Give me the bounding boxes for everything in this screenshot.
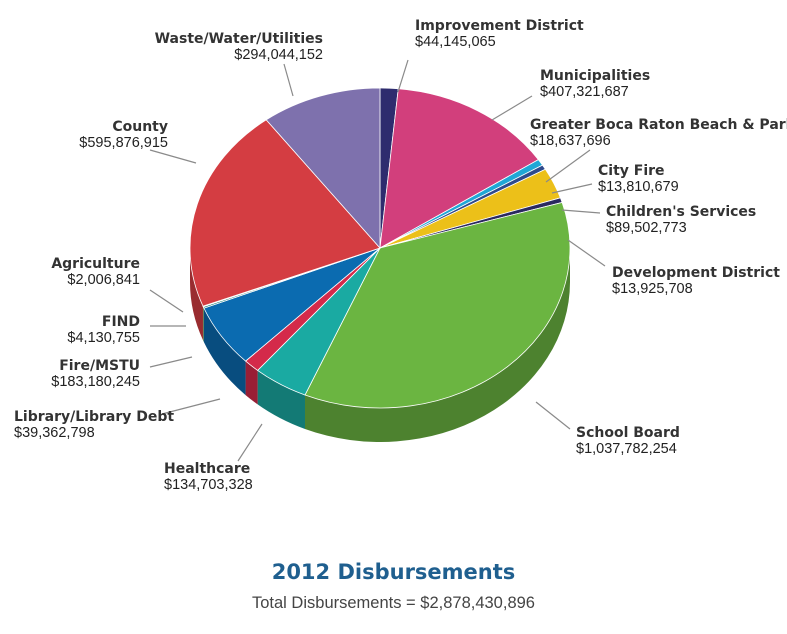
leader-line: [551, 183, 593, 194]
label-municipalities: Municipalities$407,321,687: [491, 68, 650, 121]
slice-value: $89,502,773: [606, 220, 687, 236]
chart-title: 2012 Disbursements: [271, 560, 516, 584]
label-county: County$595,876,915: [79, 119, 197, 164]
label-city-fire: City Fire$13,810,679: [551, 163, 679, 195]
leader-line: [283, 63, 294, 97]
slice-name: Municipalities: [540, 68, 650, 84]
pie-side-walls: [190, 248, 570, 442]
leader-line: [149, 356, 193, 368]
slice-value: $39,362,798: [14, 425, 95, 441]
slice-value: $44,145,065: [415, 34, 496, 50]
chart-subtitle: Total Disbursements = $2,878,430,896: [252, 594, 535, 612]
pie-slices: [189, 87, 571, 409]
label-agriculture: Agriculture$2,006,841: [51, 256, 184, 313]
slice-value: $294,044,152: [234, 47, 323, 63]
label-waste-water-utilities: Waste/Water/Utilities$294,044,152: [155, 31, 323, 97]
leader-line: [567, 239, 606, 267]
slice-value: $134,703,328: [164, 477, 253, 493]
slice-name: Improvement District: [415, 18, 584, 34]
leader-line: [397, 59, 409, 93]
slice-value: $407,321,687: [540, 84, 629, 100]
leader-line: [161, 398, 221, 415]
slice-name: FIND: [102, 314, 140, 330]
slice-name: Fire/MSTU: [59, 358, 140, 374]
slice-value: $595,876,915: [79, 135, 168, 151]
label-development-district: Development District$13,925,708: [567, 239, 780, 297]
slice-value: $13,810,679: [598, 179, 679, 195]
slice-value: $13,925,708: [612, 281, 693, 297]
side-fire-mstu: [203, 308, 246, 396]
slice-name: City Fire: [598, 163, 665, 179]
leader-line: [545, 149, 591, 183]
slice-county: [189, 119, 381, 307]
slice-value: $1,037,782,254: [576, 441, 677, 457]
slice-value: $183,180,245: [51, 374, 140, 390]
slice-name: County: [112, 119, 168, 135]
label-healthcare: Healthcare$134,703,328: [164, 423, 263, 493]
leader-line: [491, 95, 533, 121]
side-library-library-debt: [245, 361, 258, 405]
slice-labels: Improvement District$44,145,065Municipal…: [14, 18, 787, 493]
slice-school-board: [304, 201, 571, 409]
slice-name: Library/Library Debt: [14, 409, 174, 425]
leader-line: [237, 423, 263, 462]
leader-line: [149, 289, 184, 313]
leader-line: [561, 209, 601, 214]
slice-name: Healthcare: [164, 461, 250, 477]
slice-name: Development District: [612, 265, 780, 281]
label-library-library-debt: Library/Library Debt$39,362,798: [14, 398, 221, 441]
slice-name: Waste/Water/Utilities: [155, 31, 323, 47]
label-improvement-district: Improvement District$44,145,065: [397, 18, 584, 93]
leader-line: [535, 401, 571, 430]
slice-value: $18,637,696: [530, 133, 611, 149]
label-children-s-services: Children's Services$89,502,773: [561, 204, 756, 236]
label-find: FIND$4,130,755: [67, 314, 186, 346]
slice-name: Greater Boca Raton Beach & Park: [530, 117, 787, 133]
slice-name: Agriculture: [51, 256, 140, 272]
slice-name: Children's Services: [606, 204, 756, 220]
slice-value: $4,130,755: [67, 330, 140, 346]
side-county: [190, 248, 203, 341]
leader-line: [149, 149, 197, 164]
label-greater-boca-raton-beach-park: Greater Boca Raton Beach & Park$18,637,6…: [530, 117, 787, 183]
slice-municipalities: [379, 88, 539, 249]
label-school-board: School Board$1,037,782,254: [535, 401, 680, 457]
side-school-board: [304, 248, 570, 442]
slice-name: School Board: [576, 425, 680, 441]
side-find: [203, 306, 204, 343]
label-fire-mstu: Fire/MSTU$183,180,245: [51, 356, 193, 390]
slice-value: $2,006,841: [67, 272, 140, 288]
side-healthcare: [257, 370, 305, 430]
slice-waste-water-utilities: [265, 87, 381, 250]
